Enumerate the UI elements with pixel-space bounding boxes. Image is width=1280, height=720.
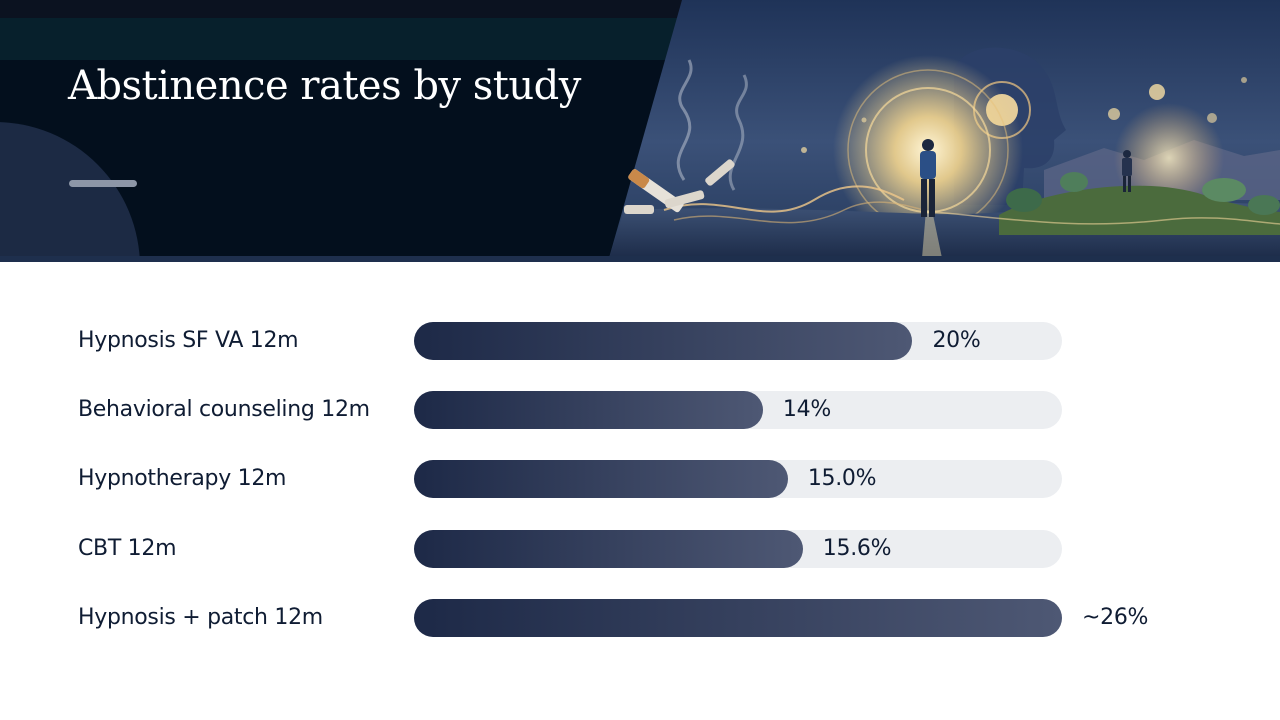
data-label: ~26%	[1082, 604, 1149, 630]
bar	[414, 391, 763, 430]
bar-row: CBT 12m 15.6%	[0, 529, 1280, 569]
category-label: Hypnosis SF VA 12m	[78, 328, 299, 353]
header-banner: Abstinence rates by study	[0, 0, 1280, 262]
category-label: Behavioral counseling 12m	[78, 397, 370, 423]
bar	[414, 460, 788, 499]
bar	[414, 529, 803, 568]
category-label: CBT 12m	[78, 535, 177, 561]
bar	[414, 598, 1062, 637]
data-label: 15.0%	[807, 466, 877, 492]
page-title: Abstinence rates by study	[68, 63, 581, 109]
title-underline	[69, 180, 137, 187]
header-band	[0, 18, 690, 60]
data-label: 20%	[932, 328, 981, 353]
data-label: 15.6%	[822, 535, 892, 561]
bar-chart: Hypnosis SF VA 12m 20% Behavioral counseli…	[0, 262, 1280, 720]
decorative-circle	[0, 122, 140, 262]
header-bottom-line	[0, 256, 1280, 262]
bar-row: Hypnotherapy 12m 15.0%	[0, 459, 1280, 499]
hero-illustration	[609, 0, 1280, 258]
category-label: Hypnosis + patch 12m	[78, 604, 323, 630]
category-label: Hypnotherapy 12m	[78, 466, 287, 492]
bar-row: Hypnosis + patch 12m ~26%	[0, 598, 1280, 638]
bar-row: Behavioral counseling 12m 14%	[0, 390, 1280, 430]
data-label: 14%	[782, 397, 831, 423]
bar	[414, 322, 913, 360]
bar-row: Hypnosis SF VA 12m 20%	[0, 321, 1280, 361]
